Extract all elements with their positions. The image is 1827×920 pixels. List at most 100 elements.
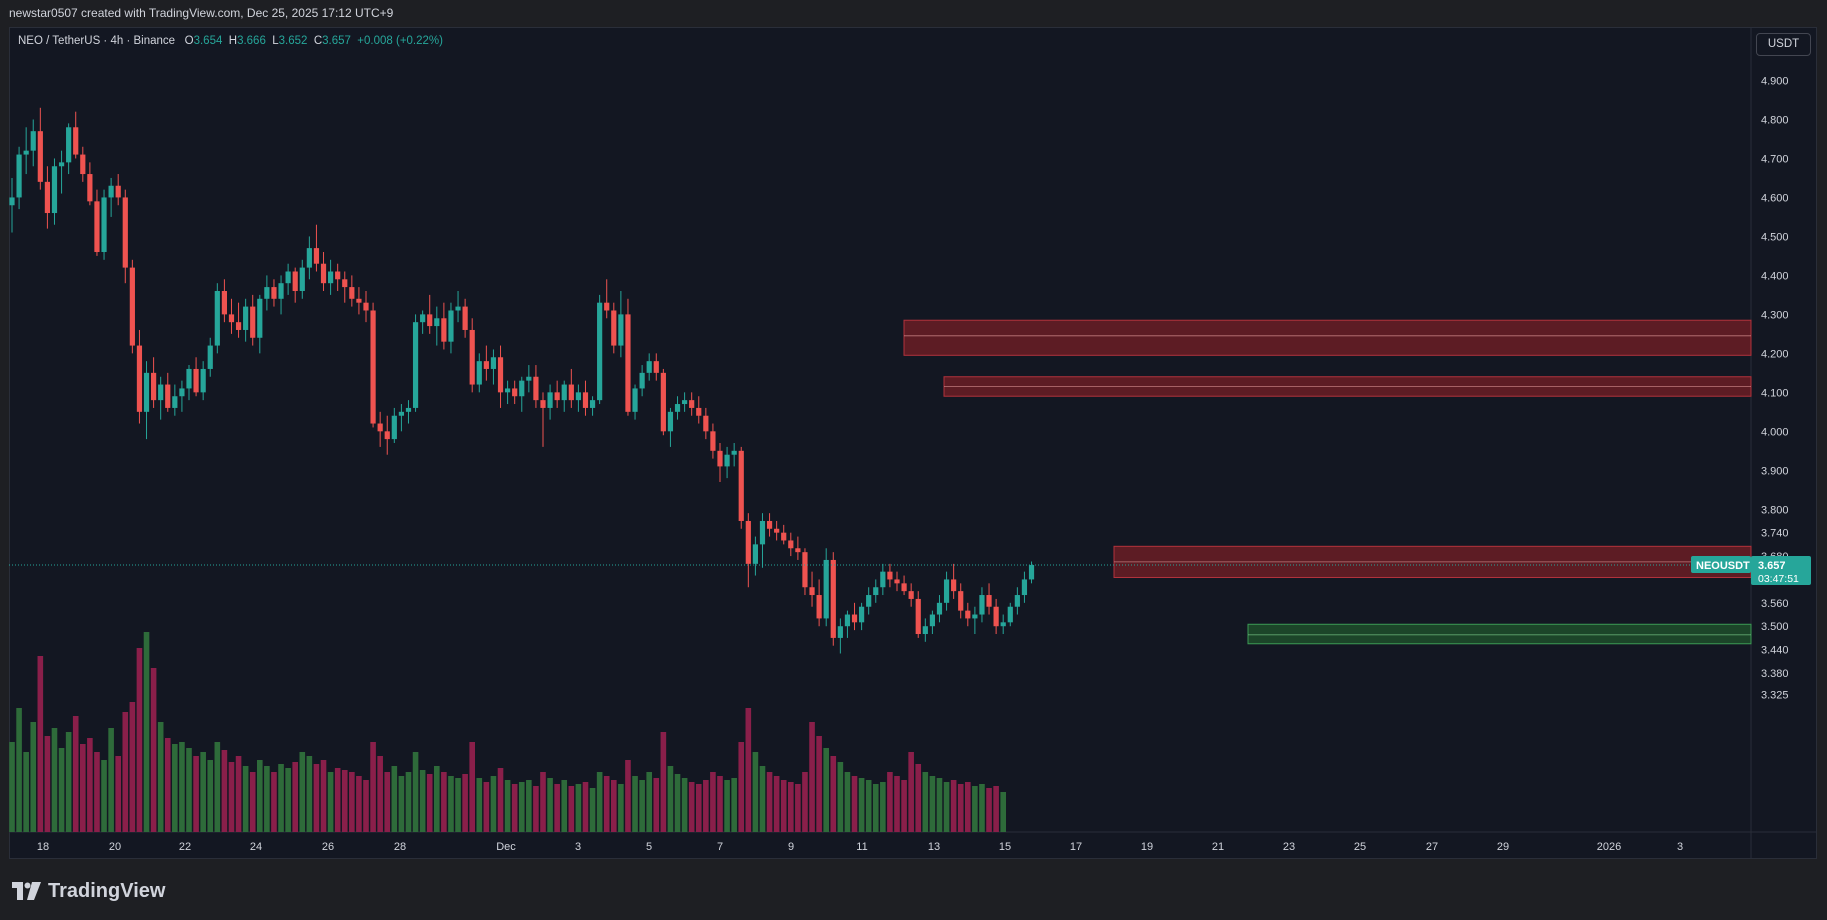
volume-bar bbox=[568, 786, 575, 832]
x-tick-label: 20 bbox=[109, 841, 121, 853]
candle-body bbox=[682, 400, 688, 405]
candle-body bbox=[965, 610, 971, 619]
volume-bar bbox=[518, 782, 525, 832]
volume-bar bbox=[526, 780, 532, 832]
volume-bar bbox=[625, 760, 631, 832]
volume-bar bbox=[695, 784, 702, 832]
currency-button[interactable]: USDT bbox=[1756, 33, 1811, 56]
volume-bar bbox=[979, 784, 985, 832]
attribution-bar: newstar0507 created with TradingView.com… bbox=[0, 0, 1827, 27]
candle-body bbox=[370, 310, 376, 424]
candle-body bbox=[243, 306, 249, 330]
candle-body bbox=[235, 322, 242, 330]
volume-bar bbox=[9, 742, 15, 832]
candle-body bbox=[575, 392, 581, 401]
candle-body bbox=[837, 626, 843, 638]
x-tick-label: 25 bbox=[1354, 841, 1366, 853]
tradingview-logo-icon bbox=[12, 882, 41, 900]
y-tick-label: 4.900 bbox=[1761, 76, 1789, 88]
price-tag-price: 3.657 bbox=[1758, 560, 1786, 572]
candle-body bbox=[951, 579, 957, 592]
volume-bar bbox=[816, 736, 822, 832]
legend-change: +0.008 (+0.22%) bbox=[357, 35, 443, 47]
candle-body bbox=[101, 197, 107, 253]
candle-body bbox=[320, 263, 327, 284]
candle-body bbox=[228, 314, 235, 323]
volume-bar bbox=[795, 784, 801, 832]
candle-body bbox=[165, 384, 171, 408]
volume-bar bbox=[363, 780, 369, 832]
x-tick-label: 3 bbox=[1677, 841, 1683, 853]
volume-bar bbox=[710, 772, 716, 832]
x-tick-label: 5 bbox=[646, 841, 652, 853]
candle-body bbox=[844, 614, 851, 627]
tradingview-logo[interactable]: TradingView bbox=[12, 880, 165, 902]
volume-bar bbox=[51, 728, 58, 832]
volume-bar bbox=[929, 776, 936, 832]
x-tick-label: 3 bbox=[575, 841, 581, 853]
y-tick-label: 4.600 bbox=[1761, 192, 1789, 204]
candle-body bbox=[582, 392, 589, 408]
candle-body bbox=[859, 606, 865, 623]
y-tick-label: 4.300 bbox=[1761, 309, 1789, 321]
volume-bar bbox=[37, 656, 44, 832]
candle-body bbox=[653, 361, 659, 373]
chart-frame[interactable] bbox=[9, 27, 1817, 859]
y-tick-label: 3.800 bbox=[1761, 504, 1789, 516]
candle-body bbox=[313, 248, 320, 264]
candle-body bbox=[143, 372, 150, 412]
x-tick-label: Dec bbox=[496, 841, 516, 853]
candle-body bbox=[9, 197, 15, 206]
volume-bar bbox=[646, 772, 652, 832]
volume-bar bbox=[618, 784, 624, 832]
candle-body bbox=[207, 345, 213, 369]
legend-symbol: NEO / TetherUS · 4h · Binance bbox=[18, 35, 176, 47]
candle-body bbox=[745, 520, 751, 564]
volume-bar bbox=[986, 788, 992, 832]
candle-body bbox=[285, 271, 291, 284]
volume-bar bbox=[582, 782, 589, 832]
volume-bar bbox=[264, 766, 270, 832]
volume-bar bbox=[30, 722, 37, 832]
y-tick-label: 3.560 bbox=[1761, 598, 1789, 610]
volume-bar bbox=[674, 774, 681, 832]
volume-bar bbox=[943, 782, 950, 832]
candle-body bbox=[151, 372, 157, 401]
x-tick-label: 24 bbox=[250, 841, 262, 853]
candle-body bbox=[993, 606, 999, 627]
candle-body bbox=[774, 528, 780, 533]
volume-bar bbox=[448, 776, 454, 832]
volume-bar bbox=[405, 772, 412, 832]
volume-bar bbox=[58, 748, 65, 832]
volume-bar bbox=[497, 768, 504, 832]
candle-body bbox=[476, 361, 482, 385]
price-tag-countdown: 03:47:51 bbox=[1758, 573, 1799, 585]
candle-body bbox=[908, 591, 914, 599]
volume-bar bbox=[688, 782, 695, 832]
volume-bar bbox=[745, 708, 752, 832]
volume-bar bbox=[915, 764, 922, 832]
candle-body bbox=[384, 431, 390, 440]
x-tick-label: 23 bbox=[1283, 841, 1295, 853]
candle-body bbox=[30, 131, 36, 151]
price-tag-bg bbox=[1751, 556, 1811, 586]
candle-body bbox=[58, 162, 65, 167]
zone-supply-0 bbox=[903, 319, 1752, 356]
volume-bar bbox=[228, 762, 235, 832]
candle-body bbox=[136, 345, 143, 412]
candle-body bbox=[16, 154, 22, 198]
volume-bar bbox=[207, 760, 214, 832]
candle-body bbox=[561, 384, 567, 401]
volume-bar bbox=[547, 778, 553, 832]
y-tick-label: 3.900 bbox=[1761, 465, 1789, 477]
candle-body bbox=[66, 127, 72, 163]
volume-bar bbox=[377, 756, 383, 832]
volume-bar bbox=[476, 778, 483, 832]
y-tick-label: 3.440 bbox=[1761, 645, 1789, 657]
x-tick-label: 11 bbox=[856, 841, 867, 853]
candle-body bbox=[554, 392, 560, 401]
candle-body bbox=[802, 552, 808, 588]
volume-bar bbox=[880, 782, 886, 832]
volume-bar bbox=[200, 752, 206, 832]
